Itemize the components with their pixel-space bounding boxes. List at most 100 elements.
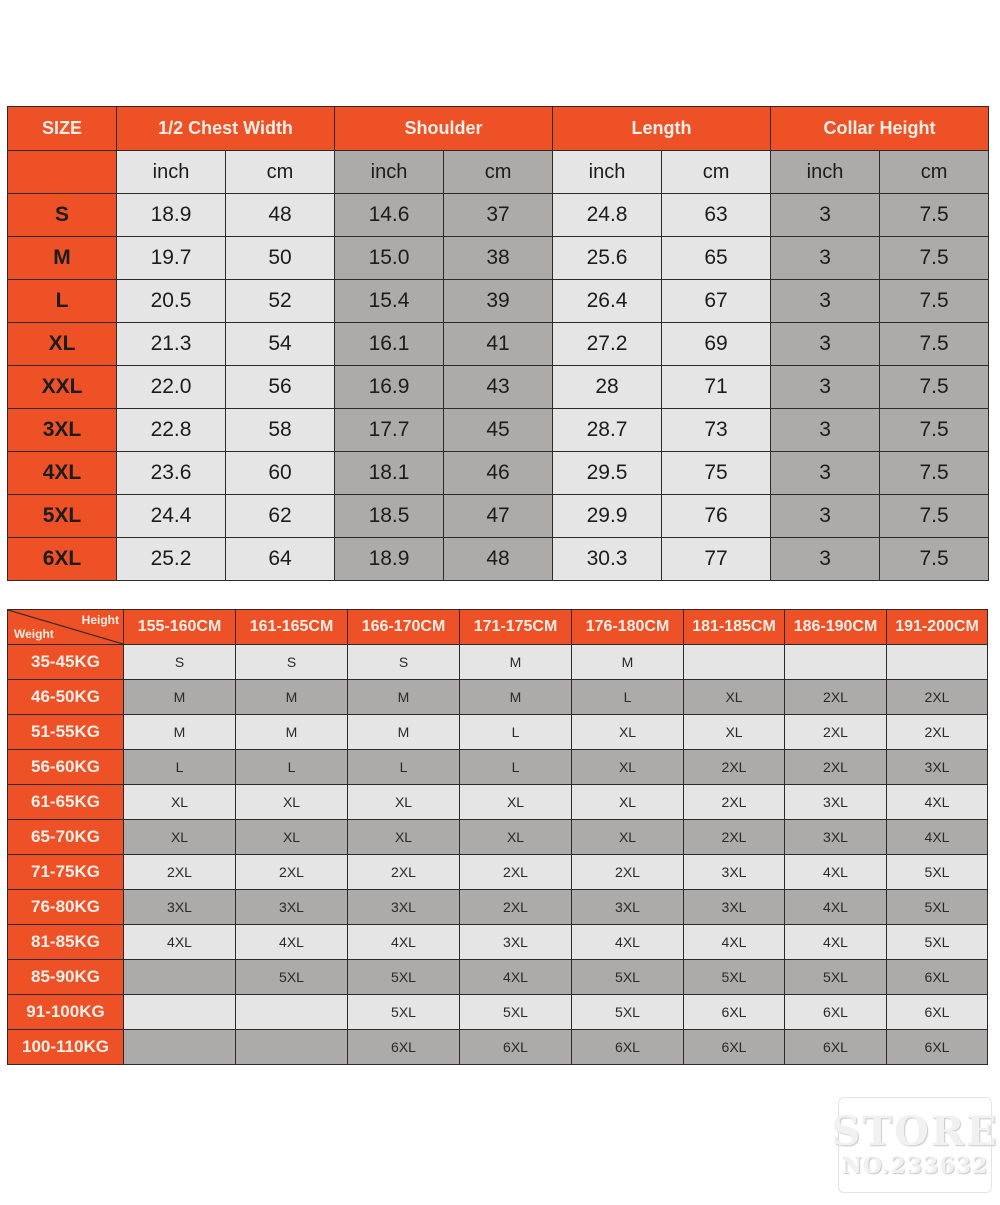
collar-inch-value: 3: [770, 408, 881, 452]
length-inch-value: 28: [552, 365, 663, 409]
shoulder-inch-value: 16.1: [334, 322, 445, 366]
chest-inch-value: 20.5: [116, 279, 226, 323]
recommended-size-cell: 2XL: [784, 679, 887, 715]
recommended-size-cell: M: [347, 679, 460, 715]
collar-cm-value: 7.5: [879, 537, 990, 581]
recommended-size-cell: 5XL: [886, 854, 988, 890]
recommended-size-cell: [235, 994, 348, 1030]
recommended-size-cell: 6XL: [784, 994, 887, 1030]
recommended-size-cell: XL: [459, 819, 572, 855]
height-range-header: 155-160CM: [123, 609, 236, 645]
size-label: L: [7, 279, 117, 323]
shoulder-inch-value: 15.0: [334, 236, 445, 280]
recommended-size-cell: [235, 1029, 348, 1065]
size-row: 3XL 22.8 58 17.7 45 28.7 73 3 7.5: [7, 408, 990, 452]
shoulder-inch-value: 18.9: [334, 537, 445, 581]
chest-cm-value: 64: [224, 537, 336, 581]
length-inch-value: 26.4: [552, 279, 663, 323]
chest-cm-value: 62: [224, 494, 336, 538]
recommended-size-cell: L: [235, 749, 348, 785]
shoulder-inch-value: 16.9: [334, 365, 445, 409]
length-cm-value: 76: [661, 494, 772, 538]
recommended-size-cell: 4XL: [347, 924, 460, 960]
chest-inch-value: 19.7: [116, 236, 226, 280]
chest-width-header: 1/2 Chest Width: [115, 106, 336, 151]
shoulder-cm-value: 48: [443, 537, 554, 581]
recommended-size-cell: 4XL: [683, 924, 785, 960]
length-inch-value: 29.5: [552, 451, 663, 495]
weight-row: 35-45KG S S S M M: [7, 644, 988, 680]
chest-cm-value: 50: [224, 236, 336, 280]
recommended-size-cell: 3XL: [784, 819, 887, 855]
unit-header-row: inch cm inch cm inch cm inch cm: [7, 150, 990, 194]
shoulder-inch-value: 18.1: [334, 451, 445, 495]
length-cm-value: 71: [661, 365, 772, 409]
recommended-size-cell: 5XL: [886, 924, 988, 960]
recommended-size-cell: XL: [571, 749, 684, 785]
recommended-size-cell: 5XL: [571, 959, 684, 995]
recommended-size-cell: 2XL: [235, 854, 348, 890]
recommended-size-cell: L: [459, 714, 572, 750]
recommended-size-cell: 3XL: [123, 889, 236, 925]
weight-range-label: 100-110KG: [7, 1029, 124, 1065]
weight-row: 56-60KG L L L L XL 2XL 2XL 3XL: [7, 749, 988, 785]
shoulder-inch-value: 17.7: [334, 408, 445, 452]
recommended-size-cell: [123, 1029, 236, 1065]
recommended-size-cell: 3XL: [886, 749, 988, 785]
recommended-size-cell: XL: [235, 784, 348, 820]
recommended-size-cell: 6XL: [347, 1029, 460, 1065]
height-range-header: 166-170CM: [347, 609, 460, 645]
recommended-size-cell: S: [123, 644, 236, 680]
chest-inch-value: 21.3: [116, 322, 226, 366]
recommended-size-cell: 3XL: [347, 889, 460, 925]
weight-row: 100-110KG 6XL 6XL 6XL 6XL 6XL 6XL: [7, 1029, 988, 1065]
recommended-size-cell: 6XL: [784, 1029, 887, 1065]
collar-inch-value: 3: [770, 193, 881, 237]
recommended-size-cell: 2XL: [347, 854, 460, 890]
collar-cm-value: 7.5: [879, 236, 990, 280]
recommended-size-cell: L: [459, 749, 572, 785]
size-label: S: [7, 193, 117, 237]
length-cm-value: 73: [661, 408, 772, 452]
unit-label: inch: [552, 150, 663, 194]
size-row: 6XL 25.2 64 18.9 48 30.3 77 3 7.5: [7, 537, 990, 581]
recommended-size-cell: M: [123, 714, 236, 750]
size-label: 6XL: [7, 537, 117, 581]
recommended-size-cell: 4XL: [123, 924, 236, 960]
height-weight-fit-table: Height Weight 155-160CM 161-165CM 166-170C…: [7, 609, 988, 1065]
measurement-group-header-row: SIZE 1/2 Chest Width Shoulder Length Col…: [7, 106, 990, 151]
chest-cm-value: 54: [224, 322, 336, 366]
recommended-size-cell: 5XL: [784, 959, 887, 995]
height-header-row: Height Weight 155-160CM 161-165CM 166-170C…: [7, 609, 988, 645]
weight-range-label: 91-100KG: [7, 994, 124, 1030]
length-inch-value: 29.9: [552, 494, 663, 538]
size-row: S 18.9 48 14.6 37 24.8 63 3 7.5: [7, 193, 990, 237]
weight-height-corner-cell: Height Weight: [7, 609, 124, 645]
recommended-size-cell: [683, 644, 785, 680]
size-label: XL: [7, 322, 117, 366]
recommended-size-cell: L: [571, 679, 684, 715]
recommended-size-cell: 4XL: [784, 889, 887, 925]
shoulder-cm-value: 41: [443, 322, 554, 366]
recommended-size-cell: 6XL: [571, 1029, 684, 1065]
unit-label: cm: [661, 150, 772, 194]
length-cm-value: 67: [661, 279, 772, 323]
shoulder-cm-value: 39: [443, 279, 554, 323]
recommended-size-cell: XL: [123, 819, 236, 855]
recommended-size-cell: M: [347, 714, 460, 750]
size-row: M 19.7 50 15.0 38 25.6 65 3 7.5: [7, 236, 990, 280]
recommended-size-cell: 4XL: [571, 924, 684, 960]
length-cm-value: 77: [661, 537, 772, 581]
collar-inch-value: 3: [770, 537, 881, 581]
recommended-size-cell: 2XL: [571, 854, 684, 890]
recommended-size-cell: 3XL: [683, 854, 785, 890]
recommended-size-cell: 2XL: [886, 679, 988, 715]
weight-row: 71-75KG 2XL 2XL 2XL 2XL 2XL 3XL 4XL 5XL: [7, 854, 988, 890]
chest-cm-value: 48: [224, 193, 336, 237]
recommended-size-cell: M: [459, 644, 572, 680]
weight-range-label: 76-80KG: [7, 889, 124, 925]
recommended-size-cell: M: [235, 679, 348, 715]
weight-range-label: 35-45KG: [7, 644, 124, 680]
collar-height-header: Collar Height: [770, 106, 990, 151]
recommended-size-cell: 2XL: [459, 854, 572, 890]
